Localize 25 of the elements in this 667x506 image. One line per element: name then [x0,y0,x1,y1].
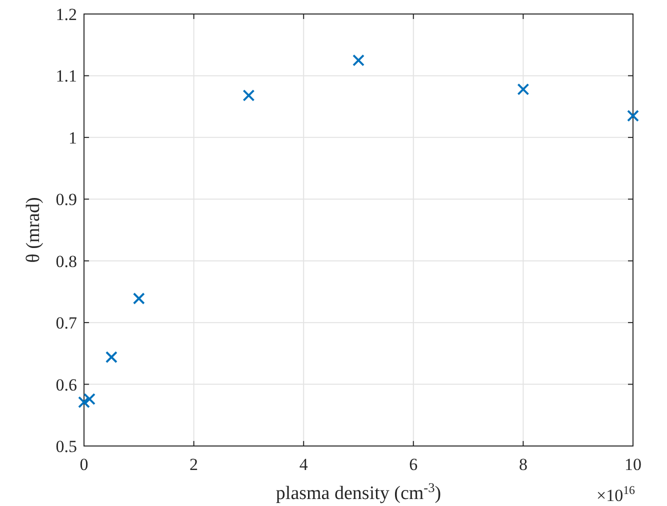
point [83,393,96,406]
x-tick-label: 6 [409,455,418,474]
x-tick-label: 10 [624,455,642,474]
y-tick-label: 0.8 [56,252,77,271]
y-axis-title: θ (mrad) [23,197,44,263]
y-tick-label: 0.5 [56,437,77,456]
x-tick-label: 8 [518,455,528,474]
point [517,83,530,96]
point [352,54,364,66]
y-tick-label: 1.2 [56,5,77,24]
point [242,89,255,102]
point [627,110,639,122]
y-tick-label: 0.9 [56,190,77,210]
y-tick-label: 1 [68,128,77,148]
point [78,396,90,408]
x-tick-label: 2 [190,455,198,474]
x-axis-title: plasma density (cm$^{-3}$) [276,480,442,504]
x-tick-label: 4 [299,455,308,474]
point [132,292,145,305]
point [105,351,118,364]
text: ×10$^{16}$ [596,483,636,505]
y-tick-label: 0.7 [56,314,78,333]
y-tick-label: 0.6 [56,375,77,394]
x-tick-label: 0 [80,455,88,474]
y-tick-label: 1.1 [56,66,77,86]
